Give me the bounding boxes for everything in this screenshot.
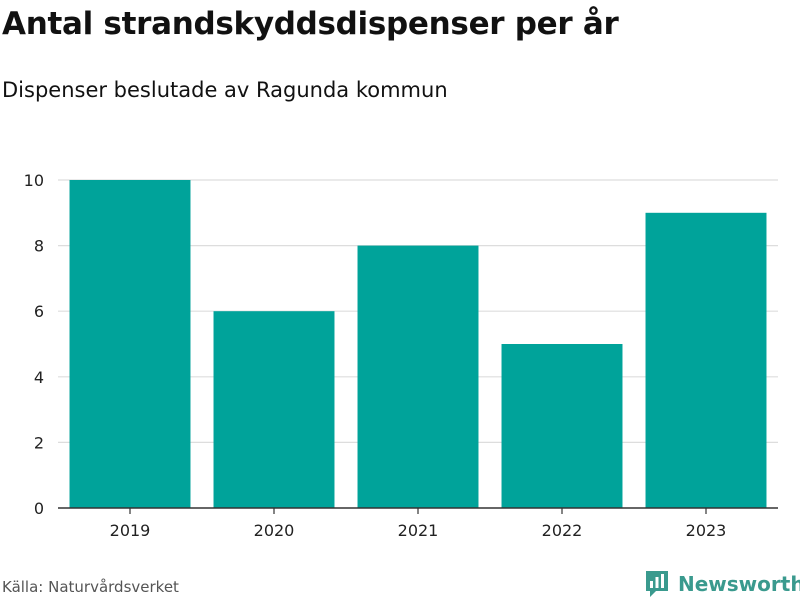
- bar: [357, 245, 479, 508]
- bar: [69, 180, 191, 508]
- y-tick-label: 8: [34, 237, 44, 256]
- x-tick-label: 2019: [110, 521, 151, 540]
- x-tick-label: 2023: [686, 521, 727, 540]
- y-tick-label: 6: [34, 302, 44, 321]
- brand-logo: Newsworthy: [644, 568, 800, 600]
- y-tick-label: 4: [34, 368, 44, 387]
- y-tick-label: 10: [24, 171, 44, 190]
- source-note: Källa: Naturvårdsverket: [2, 578, 179, 596]
- newsworthy-logo-icon: [646, 571, 668, 597]
- chart-title: Antal strandskyddsdispenser per år: [2, 6, 619, 42]
- brand-name: Newsworthy: [678, 572, 800, 596]
- bar: [645, 212, 767, 509]
- x-tick-label: 2022: [542, 521, 583, 540]
- x-tick-label: 2020: [254, 521, 295, 540]
- bar: [501, 344, 623, 508]
- bar: [213, 311, 335, 508]
- y-tick-label: 0: [34, 499, 44, 518]
- chart-subtitle: Dispenser beslutade av Ragunda kommun: [2, 78, 448, 102]
- y-tick-label: 2: [34, 433, 44, 452]
- x-tick-label: 2021: [398, 521, 439, 540]
